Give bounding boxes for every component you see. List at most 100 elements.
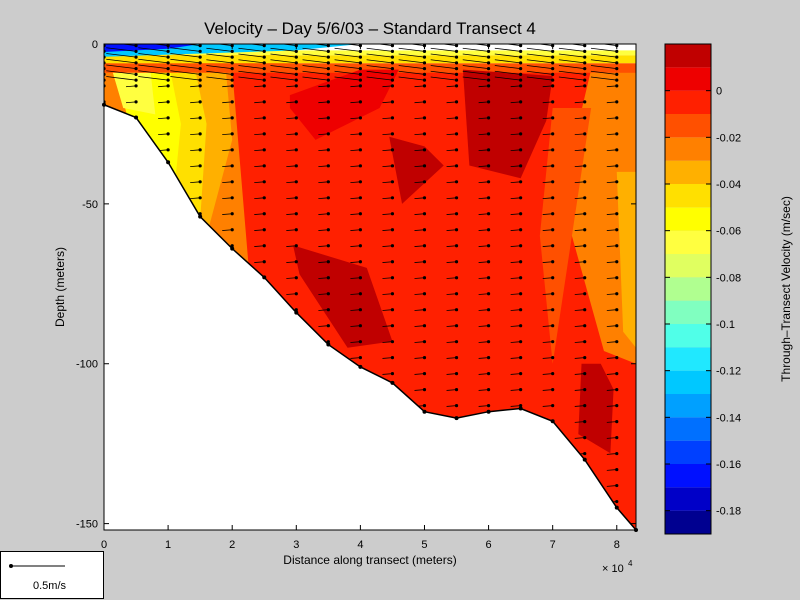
- vector-point: [358, 84, 362, 88]
- vector-point: [294, 67, 298, 71]
- x-tick-label: 2: [229, 539, 235, 551]
- velocity-vector: [334, 76, 361, 81]
- vector-point: [134, 67, 138, 71]
- velocity-vector: [286, 165, 297, 168]
- velocity-vector: [414, 261, 425, 263]
- vector-point: [583, 196, 587, 200]
- vector-point: [422, 164, 427, 168]
- velocity-vector: [446, 149, 457, 152]
- vector-point: [486, 180, 491, 184]
- vector-point: [262, 132, 266, 136]
- vector-point: [358, 164, 362, 168]
- vector-point: [519, 67, 523, 71]
- vector-point: [390, 67, 395, 71]
- velocity-vector: [106, 58, 137, 64]
- vector-point: [615, 244, 619, 248]
- vector-point: [551, 180, 555, 184]
- velocity-vector: [478, 261, 489, 263]
- bathymetry-point: [550, 419, 555, 424]
- vector-point: [551, 292, 555, 296]
- vector-point: [486, 78, 491, 82]
- velocity-vector: [382, 85, 393, 88]
- velocity-vector: [382, 117, 393, 120]
- vector-point: [583, 276, 587, 280]
- vector-point: [615, 372, 619, 376]
- velocity-vector: [104, 53, 105, 58]
- velocity-vector: [446, 357, 457, 359]
- colorbar-swatch: [665, 90, 711, 114]
- vector-point: [230, 84, 234, 88]
- vector-point: [486, 244, 491, 248]
- vector-point: [262, 61, 266, 65]
- velocity-vector: [574, 421, 585, 423]
- velocity-vector: [382, 229, 393, 231]
- vector-point: [583, 420, 587, 424]
- vector-point: [390, 228, 395, 232]
- vector-point: [166, 67, 170, 71]
- velocity-vector: [222, 117, 233, 120]
- velocity-vector: [190, 85, 201, 88]
- vector-point: [583, 49, 587, 53]
- colorbar-swatch: [665, 394, 711, 418]
- velocity-vector: [478, 341, 489, 343]
- vector-point: [326, 212, 330, 216]
- velocity-vector: [382, 293, 393, 295]
- velocity-vector: [446, 309, 457, 311]
- vector-point: [615, 260, 619, 264]
- velocity-vector: [350, 357, 361, 359]
- vector-point: [519, 61, 523, 65]
- vector-point: [486, 340, 491, 344]
- vector-point: [390, 100, 395, 104]
- vector-point: [422, 132, 427, 136]
- vector-point: [262, 180, 266, 184]
- velocity-vector: [254, 181, 265, 184]
- vector-point: [422, 212, 427, 216]
- vector-point: [583, 308, 587, 312]
- velocity-vector: [254, 117, 265, 120]
- vector-point: [294, 260, 298, 264]
- velocity-vector: [254, 101, 265, 104]
- bathymetry-point: [486, 409, 491, 414]
- vector-point: [262, 49, 266, 53]
- vector-point: [615, 84, 619, 88]
- bathymetry-line: [103, 104, 637, 531]
- velocity-vector: [526, 65, 553, 70]
- velocity-vector: [478, 309, 489, 311]
- vector-point: [166, 100, 170, 104]
- velocity-vector: [382, 373, 393, 375]
- velocity-vector: [558, 76, 585, 81]
- vector-point: [390, 44, 395, 48]
- velocity-vector: [104, 58, 105, 64]
- velocity-vector: [526, 70, 553, 75]
- velocity-vector: [206, 47, 233, 52]
- x-tick-label: 3: [293, 539, 299, 551]
- vector-point: [390, 340, 395, 344]
- vector-point: [390, 180, 395, 184]
- velocity-vector: [510, 373, 521, 375]
- velocity-vector: [414, 325, 425, 327]
- vector-point: [230, 132, 234, 136]
- velocity-vector: [254, 85, 265, 88]
- velocity-vector: [350, 309, 361, 311]
- velocity-vector: [542, 325, 553, 327]
- velocity-vector: [270, 76, 297, 81]
- vector-point: [358, 132, 362, 136]
- vector-point: [198, 180, 202, 184]
- velocity-vector: [286, 133, 297, 136]
- velocity-vector: [190, 181, 201, 184]
- colorbar-tick-label: -0.06: [716, 226, 741, 238]
- velocity-vector: [318, 277, 329, 279]
- vector-point: [134, 44, 138, 48]
- vector-point: [422, 67, 427, 71]
- velocity-vector: [606, 149, 617, 152]
- vector-point: [519, 244, 523, 248]
- velocity-vector: [510, 149, 521, 152]
- vector-point: [358, 116, 362, 120]
- colorbar-swatch: [665, 440, 711, 464]
- velocity-vector: [526, 59, 553, 64]
- vector-point: [326, 276, 330, 280]
- vector-point: [615, 116, 619, 120]
- vector-point: [198, 44, 202, 48]
- vector-point: [390, 164, 395, 168]
- vector-point: [583, 72, 587, 76]
